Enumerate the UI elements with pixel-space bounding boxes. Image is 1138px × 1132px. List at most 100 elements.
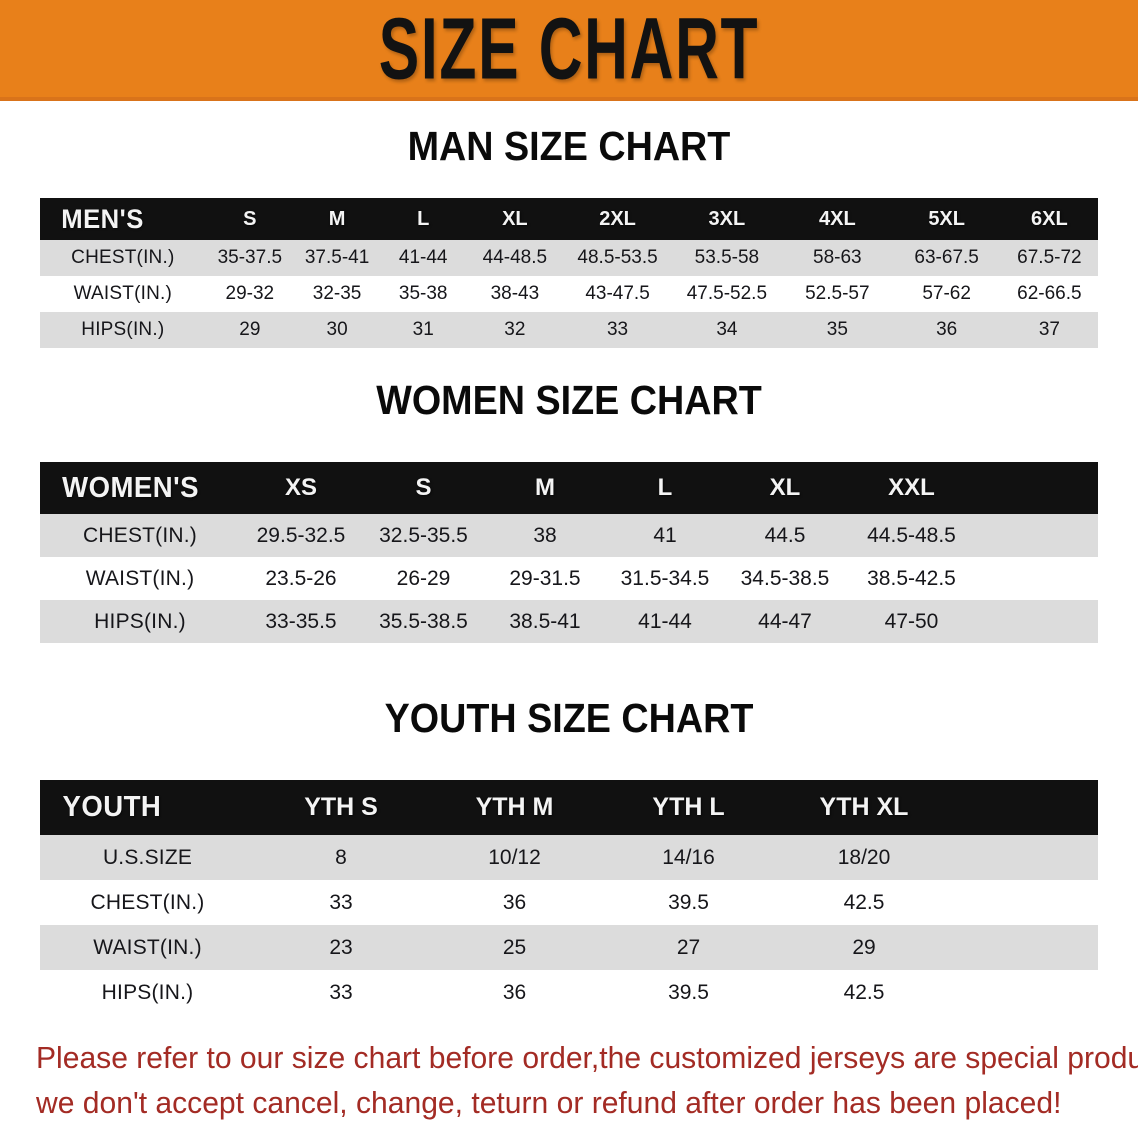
women-row-label: HIPS(IN.) xyxy=(94,609,186,633)
man-cell: 33 xyxy=(606,319,629,340)
man-cell: 29 xyxy=(239,319,261,340)
man-column-header-xl: XL xyxy=(502,207,528,230)
youth-cell xyxy=(953,970,1098,1015)
man-cell: 62-66.5 xyxy=(1017,283,1082,304)
women-cell: 38 xyxy=(533,523,557,547)
youth-column-header-yth-s: YTH S xyxy=(304,793,378,821)
table-row: CHEST(IN.) 35-37.5 37.5-41 41-44 44-48.5 48.5… xyxy=(40,240,1098,276)
table-row: U.S.SIZE 8 10/12 14/16 18/20 xyxy=(40,835,1098,880)
youth-cell xyxy=(953,925,1098,970)
man-header-row: MEN'S S M L XL 2XL 3XL 4XL 5XL 6XL xyxy=(40,198,1098,240)
youth-cell: 42.5 xyxy=(843,890,885,914)
women-column-header-xs: XS xyxy=(284,474,317,501)
women-cell xyxy=(978,557,1098,600)
women-cell xyxy=(978,600,1098,643)
man-cell: 58-63 xyxy=(813,247,862,268)
man-column-header-3xl: 3XL xyxy=(708,207,746,230)
man-cell: 35-37.5 xyxy=(217,247,283,268)
youth-cell: 18/20 xyxy=(837,845,891,869)
table-row: HIPS(IN.) 33-35.5 35.5-38.5 38.5-41 41-44 44-… xyxy=(40,600,1098,643)
man-cell: 32-35 xyxy=(312,283,362,304)
women-cell: 38.5-42.5 xyxy=(867,566,956,590)
women-cell: 44.5-48.5 xyxy=(867,523,956,547)
youth-cell: 27 xyxy=(676,935,701,959)
man-cell: 44-48.5 xyxy=(482,247,548,268)
women-cell: 29-31.5 xyxy=(509,566,581,590)
man-row-label: CHEST(IN.) xyxy=(71,247,175,268)
table-row: CHEST(IN.) 33 36 39.5 42.5 xyxy=(40,880,1098,925)
man-cell: 57-62 xyxy=(922,283,971,304)
youth-corner-label: YOUTH xyxy=(62,791,162,823)
youth-row-label: CHEST(IN.) xyxy=(90,890,205,914)
man-size-table: MEN'S S M L XL 2XL 3XL 4XL 5XL 6XL CHEST(IN.) 35-3… xyxy=(40,198,1098,348)
section-title-man: MAN SIZE CHART xyxy=(407,123,731,169)
youth-column-header-spacer-4 xyxy=(953,780,1098,835)
man-cell: 48.5-53.5 xyxy=(577,247,658,268)
table-row: HIPS(IN.) 29 30 31 32 33 34 35 36 37 xyxy=(40,312,1098,348)
youth-column-header-yth-m: YTH M xyxy=(475,793,554,821)
women-cell xyxy=(978,514,1098,557)
man-cell: 67.5-72 xyxy=(1017,247,1082,268)
women-table-head: WOMEN'S XS S M L XL XXL xyxy=(40,462,1098,514)
section-title-women: WOMEN SIZE CHART xyxy=(376,377,762,423)
man-cell: 31 xyxy=(412,319,434,340)
youth-cell: 14/16 xyxy=(662,845,715,869)
man-cell: 35 xyxy=(826,319,848,340)
man-cell: 36 xyxy=(936,319,958,340)
women-column-header-l: L xyxy=(657,474,673,501)
man-row-label: WAIST(IN.) xyxy=(73,283,173,304)
youth-column-header-yth-xl: YTH XL xyxy=(819,793,909,821)
women-cell: 44.5 xyxy=(764,523,806,547)
man-cell: 52.5-57 xyxy=(805,283,870,304)
women-cell: 38.5-41 xyxy=(509,609,581,633)
youth-cell: 8 xyxy=(335,845,347,869)
women-cell: 32.5-35.5 xyxy=(379,523,468,547)
women-column-header-m: M xyxy=(535,474,555,501)
women-cell: 34.5-38.5 xyxy=(740,566,830,590)
women-column-header-spacer-6 xyxy=(978,462,1098,514)
man-cell: 37 xyxy=(1038,319,1060,340)
women-column-header-xxl: XXL xyxy=(888,474,935,501)
women-cell: 41 xyxy=(653,523,677,547)
youth-cell xyxy=(953,880,1098,925)
women-cell: 47-50 xyxy=(884,609,939,633)
women-cell: 29.5-32.5 xyxy=(256,523,346,547)
man-cell: 43-47.5 xyxy=(585,283,650,304)
man-cell: 38-43 xyxy=(490,283,540,304)
man-row-label: HIPS(IN.) xyxy=(81,319,165,340)
order-policy-note: Please refer to our size chart before or… xyxy=(36,1035,1138,1125)
man-column-header-6xl: 6XL xyxy=(1031,207,1068,230)
order-policy-line-1: Please refer to our size chart before or… xyxy=(36,1040,1138,1075)
youth-cell: 36 xyxy=(502,980,527,1004)
women-column-header-xl: XL xyxy=(769,474,801,501)
man-cell: 53.5-58 xyxy=(694,247,760,268)
women-cell: 41-44 xyxy=(638,609,692,633)
page-banner: SIZE CHART xyxy=(0,0,1138,101)
youth-cell: 39.5 xyxy=(668,980,709,1004)
youth-cell: 25 xyxy=(502,935,527,959)
women-corner-label: WOMEN'S xyxy=(62,471,200,504)
table-row: CHEST(IN.) 29.5-32.5 32.5-35.5 38 41 44.5 44.5… xyxy=(40,514,1098,557)
youth-table-body: U.S.SIZE 8 10/12 14/16 18/20 CHEST(IN.) 33 36 39… xyxy=(40,835,1098,1015)
youth-cell: 39.5 xyxy=(668,890,709,914)
youth-row-label: HIPS(IN.) xyxy=(101,980,194,1004)
youth-cell: 29 xyxy=(852,935,876,959)
man-column-header-l: L xyxy=(417,207,430,230)
man-column-header-2xl: 2XL xyxy=(599,207,636,230)
youth-cell: 10/12 xyxy=(488,845,541,869)
women-cell: 33-35.5 xyxy=(265,609,337,633)
women-cell: 31.5-34.5 xyxy=(620,566,710,590)
women-cell: 23.5-26 xyxy=(265,566,337,590)
youth-size-table: YOUTH YTH S YTH M YTH L YTH XL U.S.SIZE 8 10/1… xyxy=(40,780,1098,1015)
man-corner-label: MEN'S xyxy=(61,203,144,234)
man-cell: 32 xyxy=(504,319,526,340)
women-table-body: CHEST(IN.) 29.5-32.5 32.5-35.5 38 41 44.5 44.5… xyxy=(40,514,1098,643)
youth-cell: 23 xyxy=(329,935,353,959)
youth-row-label: U.S.SIZE xyxy=(102,845,193,869)
youth-cell xyxy=(953,835,1098,880)
table-row: WAIST(IN.) 23 25 27 29 xyxy=(40,925,1098,970)
man-cell: 37.5-41 xyxy=(304,247,370,268)
man-cell: 47.5-52.5 xyxy=(686,283,768,304)
women-row-label: WAIST(IN.) xyxy=(85,566,195,590)
